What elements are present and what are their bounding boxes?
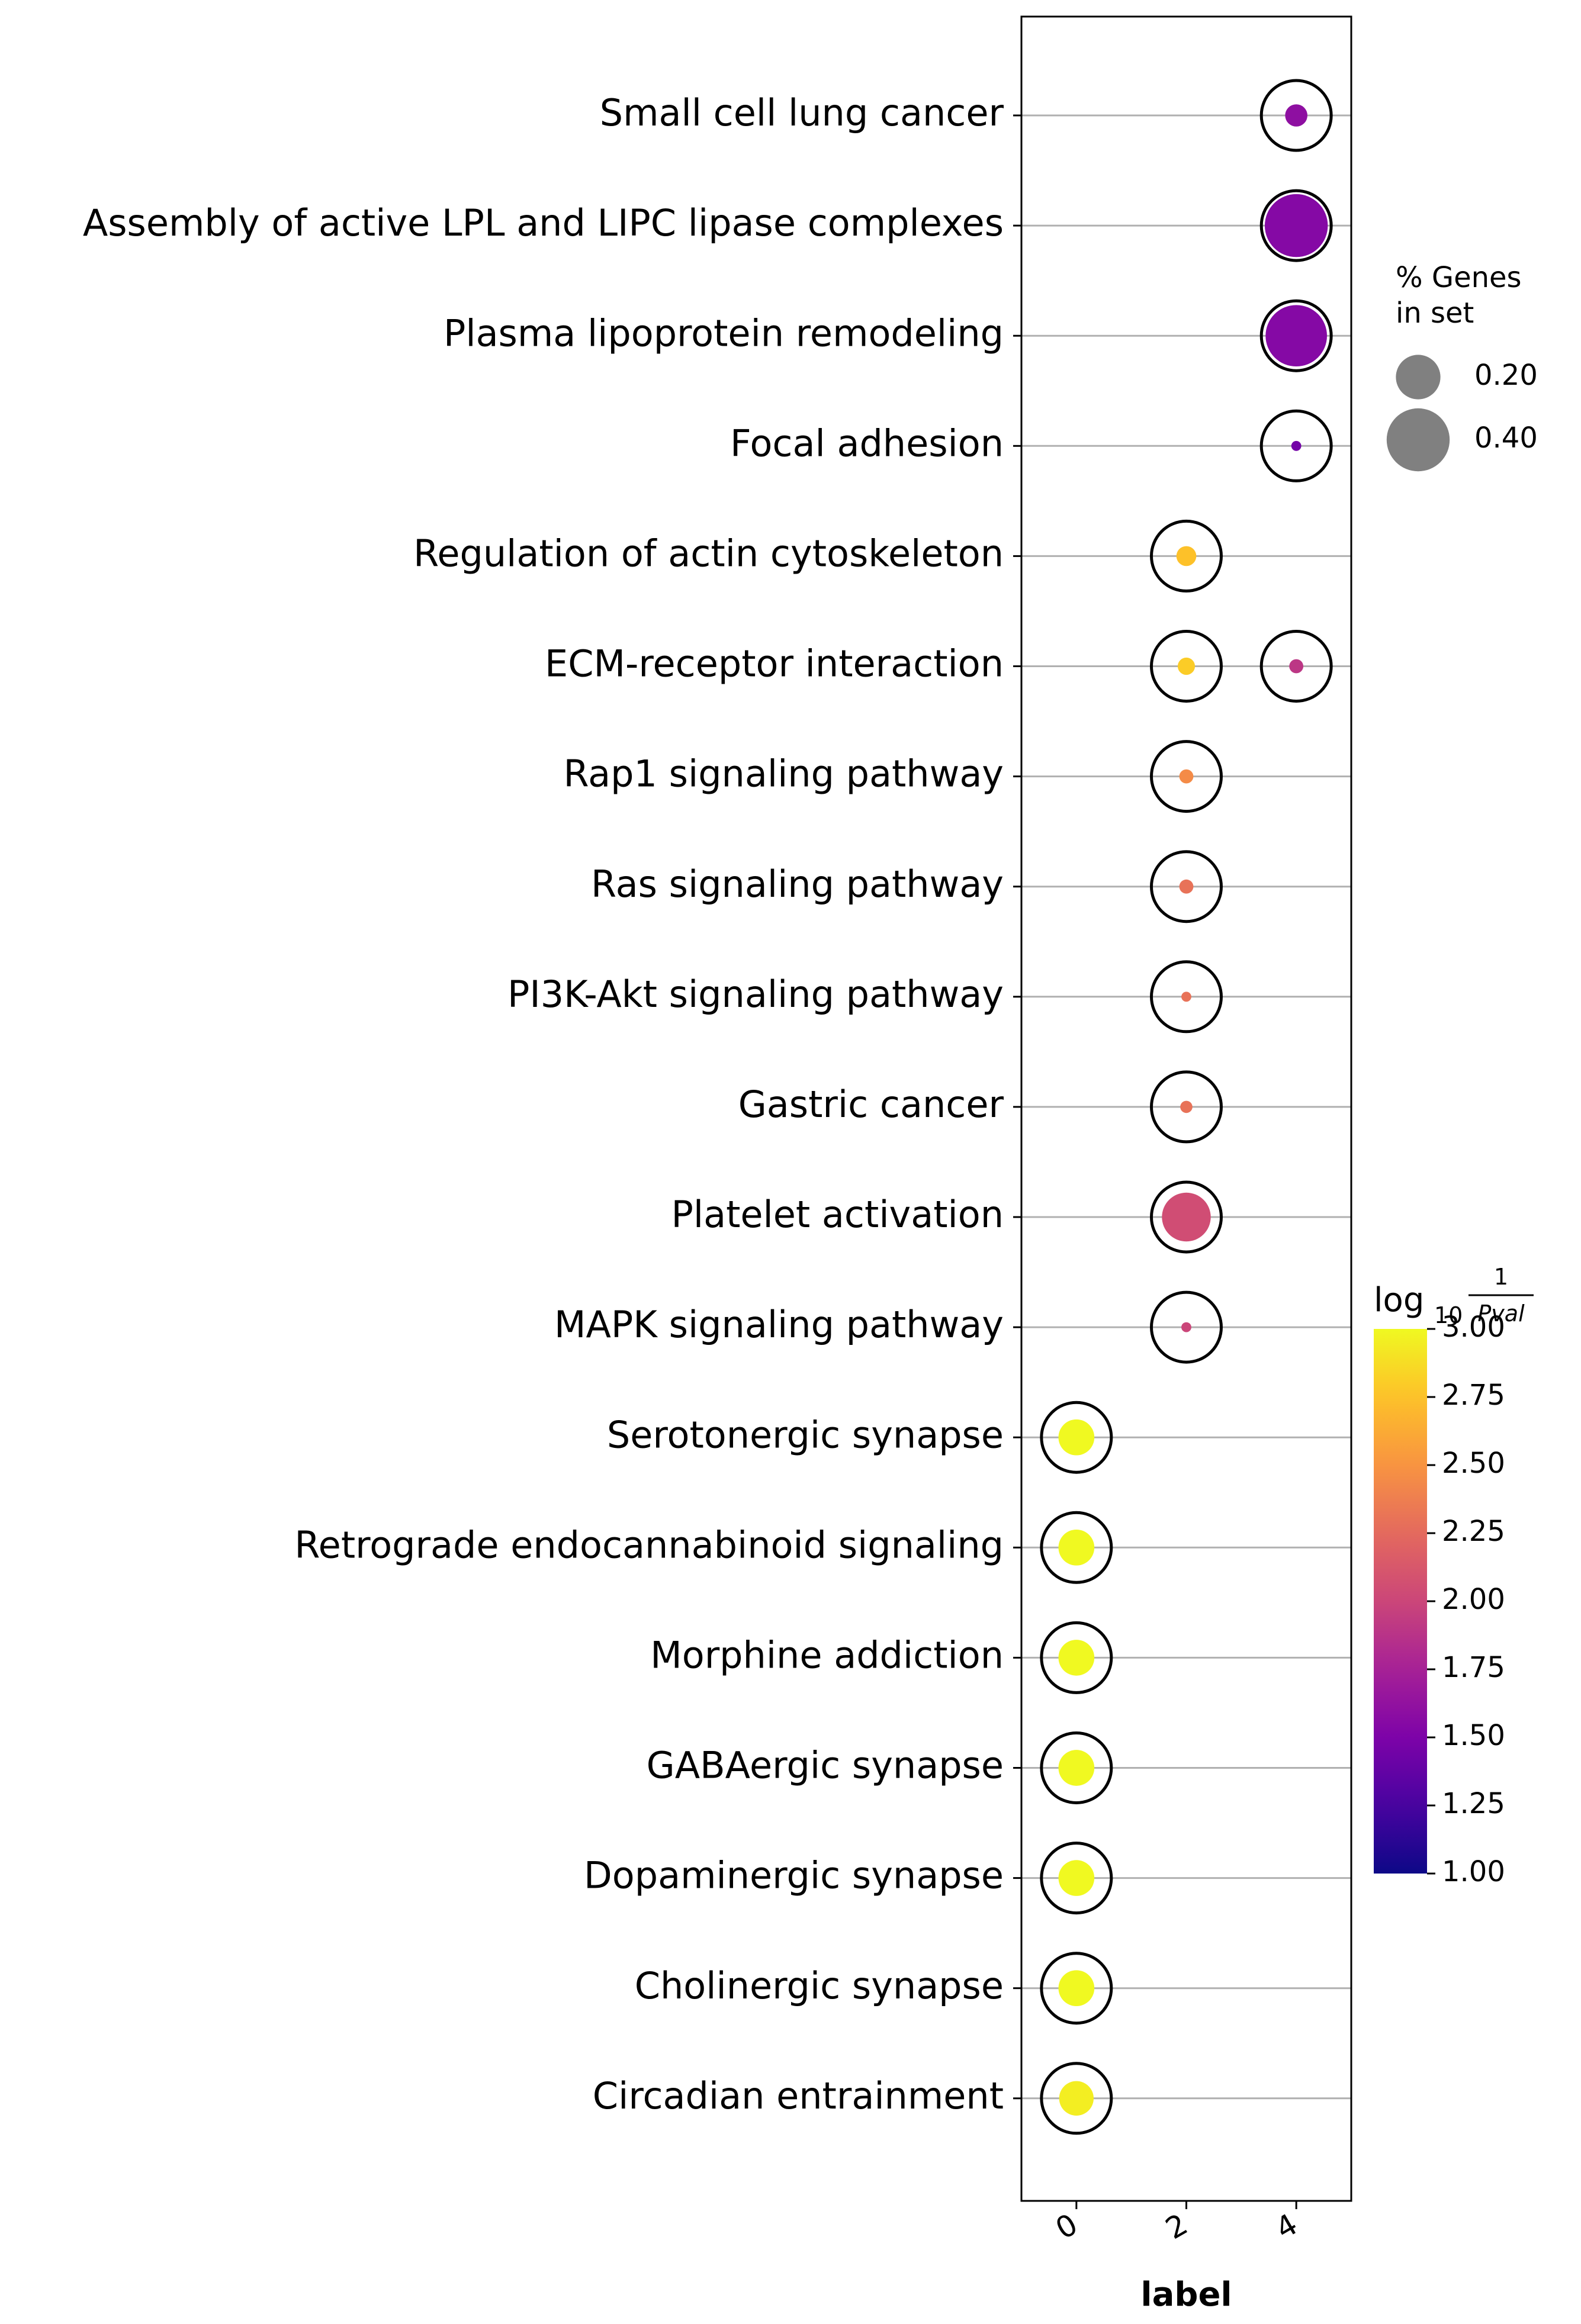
data-point <box>1177 657 1196 675</box>
size-legend-label: 0.40 <box>1474 421 1538 455</box>
x-axis: 0 2 4 label <box>1050 2201 1303 2314</box>
size-legend-marker <box>1386 408 1450 472</box>
point-ring <box>1040 1842 1113 1915</box>
size-legend-title: in set <box>1396 297 1474 330</box>
x-tick-label: 0 <box>1050 2207 1084 2246</box>
data-point <box>1181 992 1191 1002</box>
x-tick-label: 2 <box>1160 2207 1194 2246</box>
category-label: Small cell lung cancer <box>600 91 1004 134</box>
data-point <box>1058 1860 1095 1896</box>
category-label: Morphine addiction <box>650 1633 1004 1676</box>
data-point <box>1058 1970 1095 2007</box>
point-ring <box>1150 1180 1223 1254</box>
point-ring <box>1259 409 1333 482</box>
colorbar-title-denominator: Pval <box>1477 1301 1525 1327</box>
size-legend-label: 0.20 <box>1474 359 1538 392</box>
size-legend-title: % Genes <box>1396 261 1522 294</box>
data-point <box>1180 1100 1193 1113</box>
colorbar-tick-label: 3.00 <box>1442 1311 1505 1344</box>
category-label: ECM-receptor interaction <box>545 642 1004 685</box>
data-point <box>1162 1192 1211 1242</box>
size-legend-marker <box>1396 355 1441 400</box>
category-label: Gastric cancer <box>738 1083 1004 1126</box>
colorbar-tick-label: 1.75 <box>1442 1651 1505 1684</box>
colorbar-tick-label: 2.50 <box>1442 1447 1505 1480</box>
category-label: Rap1 signaling pathway <box>563 752 1004 796</box>
data-point <box>1058 1750 1095 1786</box>
category-labels: Small cell lung cancer Assembly of active… <box>83 91 1021 2117</box>
point-ring <box>1040 1401 1113 1474</box>
colorbar: 1.00 1.25 1.50 1.75 2.00 2.25 2.50 2.75 3.00 log 1… <box>1374 1264 1534 1888</box>
category-label: Assembly of active LPL and LIPC lipase c… <box>83 201 1004 244</box>
colorbar-tick-label: 1.25 <box>1442 1787 1505 1820</box>
category-label: GABAergic synapse <box>647 1744 1004 1787</box>
point-ring <box>1040 1731 1113 1804</box>
data-point <box>1058 1419 1095 1456</box>
point-ring <box>1150 519 1223 593</box>
data-point <box>1179 879 1194 894</box>
point-ring <box>1040 1511 1113 1584</box>
data-point <box>1176 546 1197 566</box>
point-ring <box>1040 1621 1113 1694</box>
category-label: Plasma lipoprotein remodeling <box>444 311 1004 355</box>
category-label: Regulation of actin cytoskeleton <box>413 532 1004 575</box>
point-ring <box>1150 960 1223 1034</box>
colorbar-title: log <box>1374 1281 1424 1319</box>
category-label: MAPK signaling pathway <box>554 1303 1004 1346</box>
colorbar-tick-label: 2.00 <box>1442 1583 1505 1616</box>
data-point <box>1264 194 1328 257</box>
colorbar-title-sub: 10 <box>1434 1302 1463 1328</box>
point-ring <box>1040 2062 1113 2135</box>
point-ring <box>1150 630 1223 703</box>
data-point <box>1058 1529 1095 1566</box>
colorbar-tick-label: 1.50 <box>1442 1719 1505 1752</box>
category-label: Circadian entrainment <box>593 2074 1004 2117</box>
colorbar-tick-label: 2.75 <box>1442 1379 1505 1412</box>
data-point <box>1289 659 1304 674</box>
category-label: Serotonergic synapse <box>607 1413 1004 1456</box>
data-point <box>1181 1322 1191 1332</box>
point-ring <box>1259 299 1333 372</box>
data-point <box>1058 1640 1095 1676</box>
category-label: Cholinergic synapse <box>635 1964 1004 2007</box>
category-label: Ras signaling pathway <box>591 862 1004 906</box>
colorbar-tick-label: 2.25 <box>1442 1515 1505 1548</box>
plot-area <box>1020 15 1352 2202</box>
point-ring <box>1259 79 1333 152</box>
point-ring <box>1150 1070 1223 1144</box>
colorbar-gradient <box>1374 1329 1427 1874</box>
data-point <box>1059 2081 1094 2116</box>
point-ring <box>1150 1290 1223 1364</box>
data-point <box>1291 440 1302 451</box>
data-point <box>1285 104 1307 127</box>
point-ring <box>1150 850 1223 923</box>
data-point <box>1179 769 1194 784</box>
data-point <box>1265 305 1328 367</box>
x-tick-label: 4 <box>1270 2207 1303 2246</box>
category-label: Retrograde endocannabinoid signaling <box>294 1523 1004 1566</box>
colorbar-tick-label: 1.00 <box>1442 1855 1505 1888</box>
category-label: Platelet activation <box>671 1193 1004 1236</box>
category-label: Dopaminergic synapse <box>584 1854 1004 1897</box>
colorbar-title-numerator: 1 <box>1494 1264 1508 1290</box>
point-ring <box>1040 1952 1113 2025</box>
point-ring <box>1259 189 1333 262</box>
category-label: PI3K-Akt signaling pathway <box>507 973 1004 1016</box>
x-axis-title: label <box>1140 2275 1232 2314</box>
point-ring <box>1150 740 1223 813</box>
category-label: Focal adhesion <box>730 421 1004 465</box>
point-ring <box>1259 630 1333 703</box>
